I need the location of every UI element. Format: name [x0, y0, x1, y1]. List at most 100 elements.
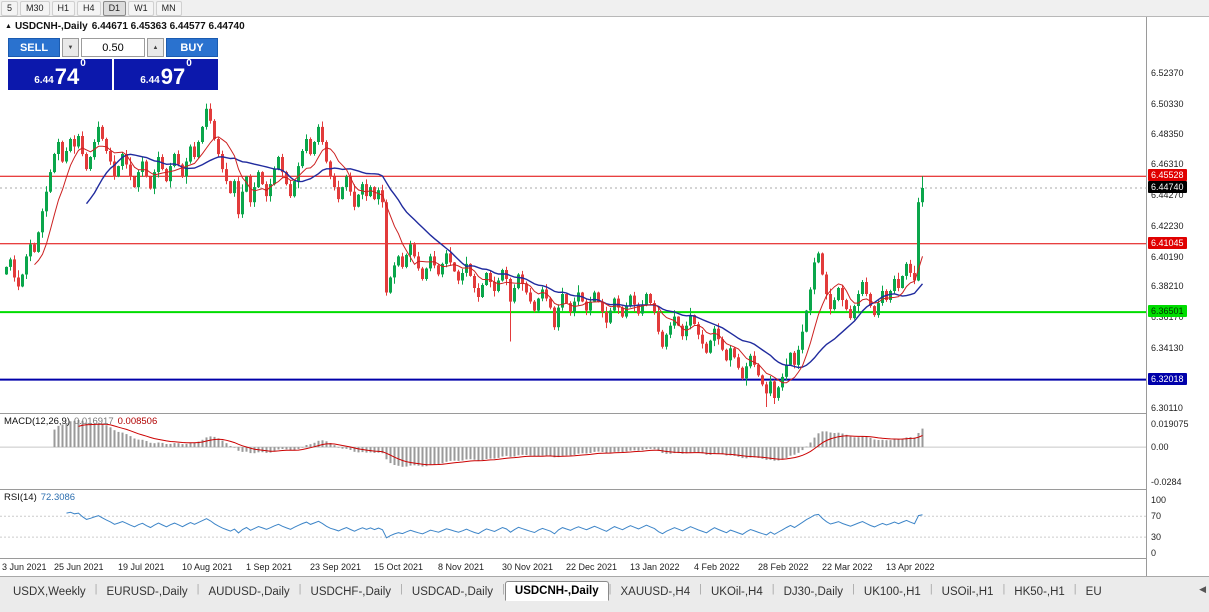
chart-tab[interactable]: EURUSD-,Daily: [106, 586, 188, 598]
panel-separator: [0, 558, 1209, 559]
price-tick: 6.50330: [1151, 98, 1184, 109]
timeframe-button-H4[interactable]: H4: [77, 0, 101, 16]
buy-price-sup: 0: [186, 58, 192, 69]
chart-tab[interactable]: UKOil-,H4: [711, 586, 763, 598]
timeframe-button-M30[interactable]: M30: [20, 0, 50, 16]
date-label: 22 Mar 2022: [822, 562, 873, 572]
chart-tab[interactable]: XAUUSD-,H4: [620, 586, 691, 598]
tab-separator: |: [196, 583, 200, 595]
price-tick: 6.42230: [1151, 220, 1184, 231]
chart-tab[interactable]: DJ30-,Daily: [783, 586, 844, 598]
main-chart-canvas[interactable]: [0, 17, 1146, 413]
macd-tick: -0.0284: [1151, 476, 1182, 487]
timeframe-button-W1[interactable]: W1: [128, 0, 154, 16]
macd-tick: 0.00: [1151, 442, 1169, 453]
price-badge: 6.44740: [1148, 181, 1187, 194]
chart-tab[interactable]: USOil-,H1: [941, 586, 994, 598]
chart-tab[interactable]: USDCHF-,Daily: [310, 586, 392, 598]
tab-separator: |: [771, 583, 775, 595]
tab-separator: |: [608, 583, 612, 595]
price-tick: 6.40190: [1151, 251, 1184, 262]
date-label: 23 Sep 2021: [310, 562, 362, 572]
rsi-tick: 70: [1151, 511, 1162, 522]
date-label: 25 Jun 2021: [54, 562, 104, 572]
chart-tab[interactable]: USDCAD-,Daily: [411, 586, 494, 598]
date-label: 13 Apr 2022: [886, 562, 935, 572]
price-axis[interactable]: 6.52370 6.50330 6.48350 6.46310 6.44270 6.422…: [1146, 17, 1209, 576]
volume-input[interactable]: 0.50: [81, 38, 145, 57]
rsi-header: RSI(14) 72.3086: [4, 492, 75, 503]
timeframe-button-5[interactable]: 5: [1, 0, 19, 16]
buy-price-big: 97: [160, 64, 186, 89]
buy-price-display[interactable]: 6.44 97 0: [114, 59, 218, 90]
macd-value-2: 0.008506: [117, 416, 158, 427]
tab-separator: |: [400, 583, 403, 595]
symbol-title: USDCNH-,Daily: [14, 21, 88, 32]
symbol-marker-icon: ▲: [5, 23, 12, 30]
chart-tab[interactable]: USDX,Weekly: [13, 586, 86, 598]
rsi-value: 72.3086: [40, 492, 76, 503]
sell-price-big: 74: [54, 64, 80, 89]
macd-chart-canvas[interactable]: [0, 414, 1146, 489]
ma-fast-line: [34, 136, 923, 384]
date-label: 19 Jul 2021: [118, 562, 165, 572]
chart-tab[interactable]: HK50-,H1: [1014, 586, 1065, 598]
macd-header: MACD(12,26,9) 0.016917 0.008506: [4, 416, 157, 427]
rsi-tick: 30: [1151, 532, 1162, 543]
tab-separator: |: [1002, 583, 1006, 595]
ma-slow-line: [85, 153, 924, 369]
rsi-line: [66, 511, 923, 539]
chart-header: ▲ USDCNH-,Daily 6.44671 6.45363 6.44577 6.…: [5, 21, 245, 32]
one-click-trading-widget: SELL ▼ 0.50 ▲ BUY 6.44 74 0 6.44 97 0: [8, 38, 218, 90]
price-tick: 6.36170: [1151, 312, 1184, 323]
rsi-tick: 100: [1151, 495, 1167, 506]
date-label: 22 Dec 2021: [566, 562, 618, 572]
volume-increase-button[interactable]: ▲: [147, 38, 164, 57]
timeframe-toolbar: 5 M30 H1 H4 D1 W1 MN: [0, 0, 1209, 17]
date-label: 3 Jun 2021: [2, 562, 47, 572]
chart-tab-list: USDX,Weekly | EURUSD-,Daily | AUDUSD-,Daily |…: [0, 577, 1209, 601]
tab-scroll-left-icon[interactable]: ◀: [1199, 584, 1206, 594]
tab-separator: |: [852, 583, 855, 595]
price-tick: 6.38210: [1151, 281, 1184, 292]
tab-separator: |: [94, 583, 98, 595]
price-badge: 6.32018: [1148, 372, 1187, 385]
chart-tab[interactable]: USDCNH-,Daily: [504, 581, 609, 601]
date-label: 13 Jan 2022: [630, 562, 680, 572]
timeframe-button-MN[interactable]: MN: [155, 0, 182, 16]
volume-decrease-button[interactable]: ▼: [62, 38, 79, 57]
tab-separator: |: [502, 583, 505, 595]
date-label: 8 Nov 2021: [438, 562, 485, 572]
timeframe-button-H1[interactable]: H1: [51, 0, 76, 16]
price-badge: 6.45528: [1148, 169, 1187, 182]
date-label: 15 Oct 2021: [374, 562, 424, 572]
tab-separator: |: [929, 583, 933, 595]
buy-button[interactable]: BUY: [166, 38, 218, 57]
tab-separator: |: [298, 583, 302, 595]
price-badge: 6.36501: [1148, 305, 1187, 318]
rsi-name: RSI(14): [4, 492, 37, 503]
chart-tab[interactable]: UK100-,H1: [863, 586, 921, 598]
chart-tab[interactable]: AUDUSD-,Daily: [208, 586, 290, 598]
time-axis[interactable]: 3 Jun 2021 25 Jun 2021 19 Jul 2021 10 Aug 2…: [0, 559, 1146, 576]
rsi-chart-canvas[interactable]: [0, 490, 1146, 558]
date-label: 28 Feb 2022: [758, 562, 809, 572]
macd-value-1: 0.016917: [74, 416, 114, 427]
macd-tick: 0.019075: [1151, 418, 1189, 429]
timeframe-button-D1[interactable]: D1: [102, 0, 127, 16]
date-label: 30 Nov 2021: [502, 562, 554, 572]
macd-name: MACD(12,26,9): [4, 416, 70, 427]
ohlc-values: 6.44671 6.45363 6.44577 6.44740: [91, 21, 245, 32]
panel-separator: [0, 413, 1209, 414]
rsi-tick: 0: [1151, 547, 1157, 558]
date-label: 4 Feb 2022: [694, 562, 740, 572]
panel-separator: [0, 489, 1209, 490]
sell-button[interactable]: SELL: [8, 38, 60, 57]
macd-signal-line: [78, 423, 923, 466]
sell-price-sup: 0: [80, 58, 86, 69]
sell-price-display[interactable]: 6.44 74 0: [8, 59, 112, 90]
chart-tab-bar: USDX,Weekly | EURUSD-,Daily | AUDUSD-,Daily |…: [0, 576, 1209, 612]
price-tick: 6.34130: [1151, 342, 1184, 353]
chart-tab[interactable]: EU: [1085, 586, 1102, 598]
